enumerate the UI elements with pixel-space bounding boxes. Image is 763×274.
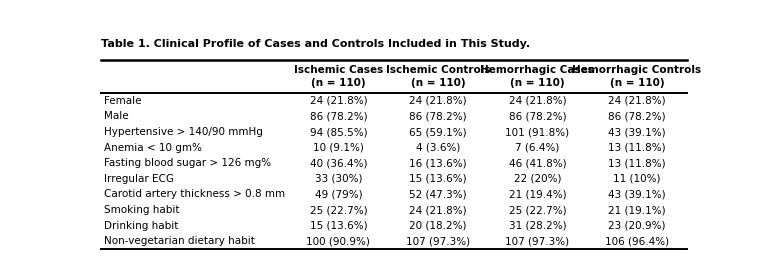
Text: Anemia < 10 gm%: Anemia < 10 gm% (105, 143, 202, 153)
Text: 65 (59.1%): 65 (59.1%) (409, 127, 467, 137)
Text: 20 (18.2%): 20 (18.2%) (409, 221, 467, 231)
Text: Drinking habit: Drinking habit (105, 221, 179, 231)
Text: 22 (20%): 22 (20%) (513, 174, 561, 184)
Text: Carotid artery thickness > 0.8 mm: Carotid artery thickness > 0.8 mm (105, 190, 285, 199)
Text: Ischemic Controls
(n = 110): Ischemic Controls (n = 110) (385, 65, 490, 88)
Text: Female: Female (105, 96, 142, 106)
Text: Hemorrhagic Cases
(n = 110): Hemorrhagic Cases (n = 110) (481, 65, 594, 88)
Text: 94 (85.5%): 94 (85.5%) (310, 127, 367, 137)
Text: 49 (79%): 49 (79%) (314, 190, 362, 199)
Text: Hemorrhagic Controls
(n = 110): Hemorrhagic Controls (n = 110) (572, 65, 701, 88)
Text: Male: Male (105, 112, 129, 121)
Text: Smoking habit: Smoking habit (105, 205, 180, 215)
Text: 31 (28.2%): 31 (28.2%) (509, 221, 566, 231)
Text: 10 (9.1%): 10 (9.1%) (313, 143, 364, 153)
Text: 52 (47.3%): 52 (47.3%) (409, 190, 467, 199)
Text: 21 (19.1%): 21 (19.1%) (608, 205, 666, 215)
Text: 13 (11.8%): 13 (11.8%) (608, 143, 666, 153)
Text: 107 (97.3%): 107 (97.3%) (505, 236, 569, 246)
Text: Ischemic Cases
(n = 110): Ischemic Cases (n = 110) (294, 65, 383, 88)
Text: 15 (13.6%): 15 (13.6%) (310, 221, 367, 231)
Text: 23 (20.9%): 23 (20.9%) (608, 221, 665, 231)
Text: 13 (11.8%): 13 (11.8%) (608, 158, 666, 168)
Text: 107 (97.3%): 107 (97.3%) (406, 236, 470, 246)
Text: 24 (21.8%): 24 (21.8%) (409, 96, 467, 106)
Text: Non-vegetarian dietary habit: Non-vegetarian dietary habit (105, 236, 255, 246)
Text: 33 (30%): 33 (30%) (314, 174, 362, 184)
Text: 46 (41.8%): 46 (41.8%) (509, 158, 566, 168)
Text: 86 (78.2%): 86 (78.2%) (608, 112, 666, 121)
Text: 24 (21.8%): 24 (21.8%) (409, 205, 467, 215)
Text: 43 (39.1%): 43 (39.1%) (608, 190, 666, 199)
Text: 16 (13.6%): 16 (13.6%) (409, 158, 467, 168)
Text: 11 (10%): 11 (10%) (613, 174, 661, 184)
Text: 40 (36.4%): 40 (36.4%) (310, 158, 367, 168)
Text: 25 (22.7%): 25 (22.7%) (509, 205, 566, 215)
Text: 86 (78.2%): 86 (78.2%) (509, 112, 566, 121)
Text: 24 (21.8%): 24 (21.8%) (310, 96, 367, 106)
Text: Hypertensive > 140/90 mmHg: Hypertensive > 140/90 mmHg (105, 127, 263, 137)
Text: 100 (90.9%): 100 (90.9%) (307, 236, 370, 246)
Text: 24 (21.8%): 24 (21.8%) (608, 96, 666, 106)
Text: 24 (21.8%): 24 (21.8%) (509, 96, 566, 106)
Text: 15 (13.6%): 15 (13.6%) (409, 174, 467, 184)
Text: 4 (3.6%): 4 (3.6%) (416, 143, 460, 153)
Text: 7 (6.4%): 7 (6.4%) (515, 143, 559, 153)
Text: 86 (78.2%): 86 (78.2%) (310, 112, 367, 121)
Text: 25 (22.7%): 25 (22.7%) (310, 205, 367, 215)
Text: 101 (91.8%): 101 (91.8%) (505, 127, 569, 137)
Text: 86 (78.2%): 86 (78.2%) (409, 112, 467, 121)
Text: Fasting blood sugar > 126 mg%: Fasting blood sugar > 126 mg% (105, 158, 272, 168)
Text: Irregular ECG: Irregular ECG (105, 174, 174, 184)
Text: 106 (96.4%): 106 (96.4%) (605, 236, 669, 246)
Text: 21 (19.4%): 21 (19.4%) (509, 190, 566, 199)
Text: Table 1. Clinical Profile of Cases and Controls Included in This Study.: Table 1. Clinical Profile of Cases and C… (101, 39, 530, 49)
Text: 43 (39.1%): 43 (39.1%) (608, 127, 666, 137)
